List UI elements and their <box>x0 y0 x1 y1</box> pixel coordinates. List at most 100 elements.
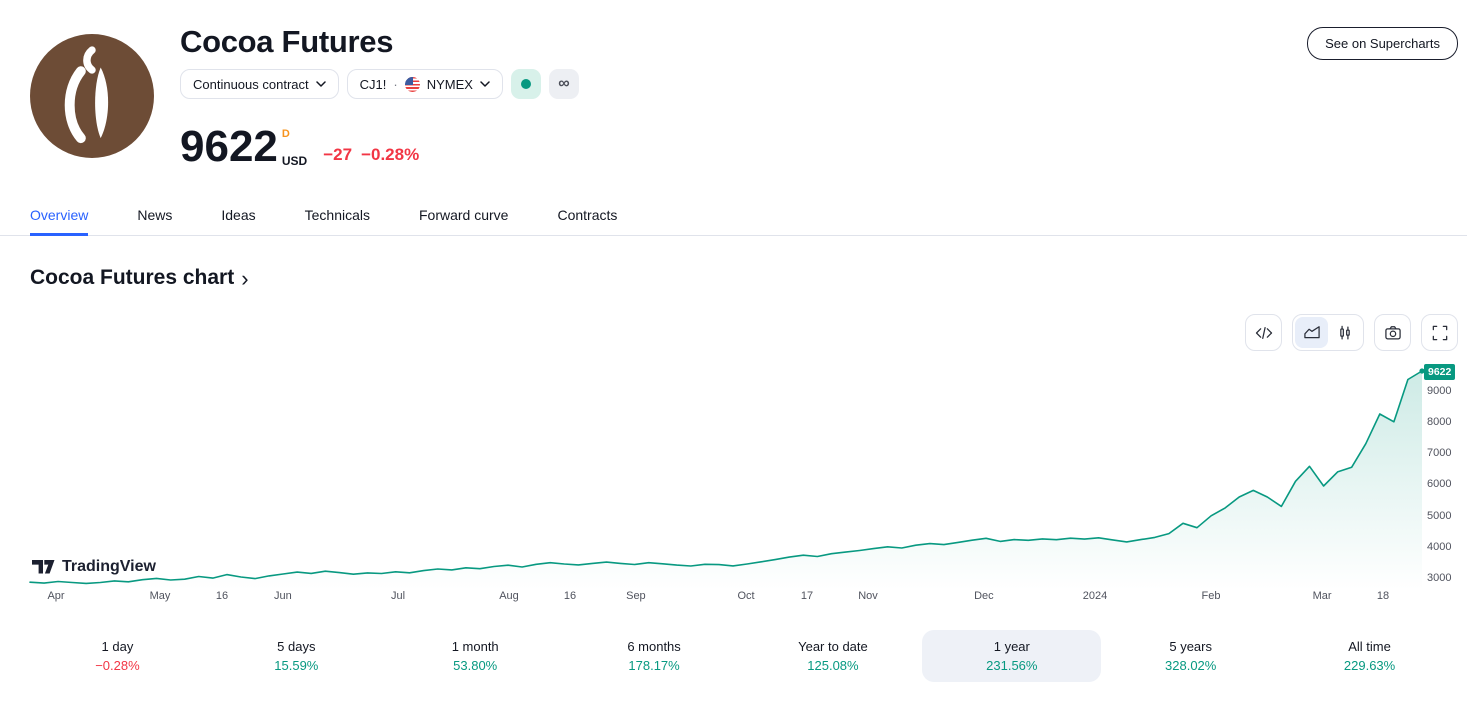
period-selector: 1 day −0.28% 5 days 15.59% 1 month 53.80% 6 mo… <box>28 630 1459 682</box>
candles-chart-type-button[interactable] <box>1328 317 1361 348</box>
change-percent: −0.28% <box>361 144 420 164</box>
candlestick-icon <box>1339 325 1350 339</box>
continuous-contract-badge[interactable]: ∞ <box>548 69 579 99</box>
period-label: 1 day <box>101 639 134 654</box>
period-label: Year to date <box>798 639 868 654</box>
last-price: 9622 <box>180 122 278 171</box>
y-axis-label: 4000 <box>1427 541 1452 554</box>
watermark-label: TradingView <box>62 558 156 575</box>
x-axis-label: Mar <box>1312 590 1332 602</box>
time-axis[interactable]: Apr May 16 Jun Jul Aug 16 Sep Oct 17 Nov Dec 2024 Feb… <box>30 590 1422 606</box>
chart-toolbar <box>1245 314 1458 351</box>
us-flag-icon <box>404 76 420 92</box>
x-axis-label: Aug <box>499 590 519 602</box>
x-axis-label: Oct <box>737 590 755 602</box>
period-1-year[interactable]: 1 year 231.56% <box>922 630 1102 682</box>
period-change-value: 15.59% <box>274 658 319 673</box>
period-change-value: 229.63% <box>1343 658 1396 673</box>
x-axis-label: Jun <box>274 590 292 602</box>
period-5-years[interactable]: 5 years 328.02% <box>1101 630 1280 682</box>
last-point-marker <box>1419 368 1425 374</box>
y-axis-label: 9000 <box>1427 384 1452 397</box>
price-block: 9622 D USD −27 −0.28% <box>180 122 419 171</box>
area-fill <box>30 371 1422 590</box>
see-on-supercharts-button[interactable]: See on Supercharts <box>1307 27 1458 60</box>
cocoa-bean-icon <box>64 46 109 144</box>
period-1-month[interactable]: 1 month 53.80% <box>386 630 565 682</box>
x-axis-label: Nov <box>858 590 878 602</box>
tab-overview[interactable]: Overview <box>30 199 89 236</box>
period-label: 5 years <box>1169 639 1212 654</box>
period-change-value: 125.08% <box>807 658 859 673</box>
tab-news[interactable]: News <box>137 207 173 223</box>
price-unit: D USD <box>282 128 307 168</box>
tab-technicals[interactable]: Technicals <box>304 207 370 223</box>
period-year-to-date[interactable]: Year to date 125.08% <box>744 630 923 682</box>
period-6-months[interactable]: 6 months 178.17% <box>565 630 744 682</box>
price-change: −27 −0.28% <box>323 145 419 168</box>
infinity-icon: ∞ <box>558 75 570 92</box>
period-all-time[interactable]: All time 229.63% <box>1280 630 1459 682</box>
tab-bar: Overview News Ideas Technicals Forward curve… <box>0 199 1467 236</box>
tradingview-logo-icon <box>32 560 55 574</box>
camera-icon <box>1384 325 1401 339</box>
x-axis-label: 18 <box>1376 590 1390 602</box>
x-axis-label: Sep <box>626 590 646 602</box>
page-title: Cocoa Futures <box>180 24 394 59</box>
contract-type-dropdown[interactable]: Continuous contract <box>180 69 339 99</box>
fullscreen-icon <box>1432 325 1447 340</box>
currency-label: USD <box>281 153 308 168</box>
period-change-value: −0.28% <box>95 658 140 673</box>
period-change-value: 178.17% <box>628 658 680 673</box>
exchange-label: NYMEX <box>426 76 473 92</box>
market-open-dot-icon <box>520 79 531 89</box>
period-5-days[interactable]: 5 days 15.59% <box>207 630 386 682</box>
snapshot-button[interactable] <box>1374 314 1411 351</box>
market-open-badge[interactable] <box>510 69 541 99</box>
chart-type-toggle <box>1292 314 1364 351</box>
period-label: All time <box>1348 639 1391 654</box>
y-axis-label: 6000 <box>1427 478 1452 491</box>
change-absolute: −27 <box>323 144 353 164</box>
x-axis-label: Jul <box>390 590 406 602</box>
area-chart-type-button[interactable] <box>1295 317 1328 348</box>
symbol-exchange-dropdown[interactable]: CJ1! · NYMEX <box>346 69 503 99</box>
chart-heading-label: Cocoa Futures chart <box>30 266 235 289</box>
chevron-right-icon: › <box>241 265 249 291</box>
y-axis-label: 7000 <box>1427 447 1452 460</box>
period-1-day[interactable]: 1 day −0.28% <box>28 630 207 682</box>
x-axis-label: Dec <box>974 590 994 602</box>
x-axis-label: 17 <box>800 590 814 602</box>
y-axis-label: 3000 <box>1427 572 1452 585</box>
area-chart-icon <box>1303 325 1320 338</box>
chart-section-link[interactable]: Cocoa Futures chart › <box>30 266 249 290</box>
timeframe-badge: D <box>281 127 290 140</box>
x-axis-label: 16 <box>563 590 577 602</box>
chart-canvas[interactable] <box>29 363 1425 590</box>
period-label: 1 year <box>993 639 1030 654</box>
code-icon <box>1255 326 1272 339</box>
price-chart[interactable]: TradingView <box>29 363 1425 590</box>
y-axis-label: 8000 <box>1427 415 1452 428</box>
tab-forward-curve[interactable]: Forward curve <box>419 207 509 223</box>
cocoa-logo <box>30 34 154 158</box>
tab-ideas[interactable]: Ideas <box>221 207 256 223</box>
dot-separator: · <box>393 76 398 92</box>
price-axis[interactable]: 9000 8000 7000 6000 5000 4000 3000 <box>1427 363 1465 590</box>
fullscreen-button[interactable] <box>1421 314 1458 351</box>
x-axis-label: Feb <box>1201 590 1221 602</box>
x-axis-label: 16 <box>215 590 229 602</box>
period-label: 1 month <box>451 639 499 654</box>
price-line <box>29 370 1423 585</box>
tab-contracts[interactable]: Contracts <box>557 207 618 223</box>
period-label: 6 months <box>627 639 681 654</box>
embed-code-button[interactable] <box>1245 314 1282 351</box>
period-change-value: 328.02% <box>1165 658 1217 673</box>
x-axis-label: 2024 <box>1082 590 1108 602</box>
chevron-down-icon <box>315 81 326 87</box>
y-axis-label: 5000 <box>1427 509 1452 522</box>
contract-type-label: Continuous contract <box>193 76 309 92</box>
period-change-value: 53.80% <box>453 658 498 673</box>
x-axis-label: Apr <box>47 590 65 602</box>
